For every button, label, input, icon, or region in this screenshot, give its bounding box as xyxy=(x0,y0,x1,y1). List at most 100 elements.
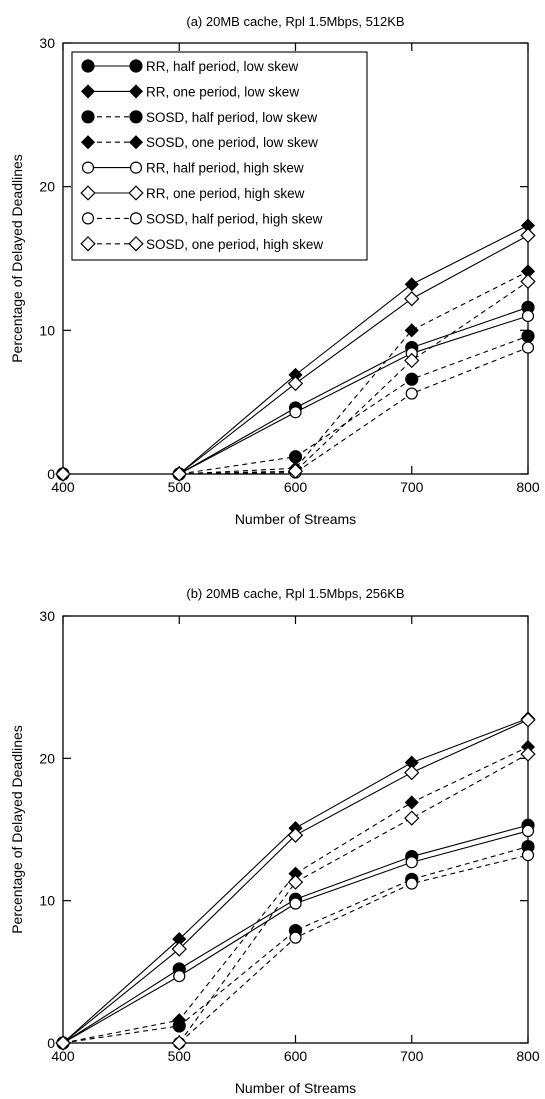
series-3 xyxy=(63,335,529,475)
data-point xyxy=(173,970,186,983)
series-line xyxy=(63,224,529,475)
legend-label: SOSD, half period, high skew xyxy=(146,211,323,226)
series-7 xyxy=(63,347,529,475)
y-tick-label: 30 xyxy=(39,35,55,51)
x-tick-label: 800 xyxy=(516,479,540,495)
legend-marker-left xyxy=(80,135,96,150)
legend: RR, half period, low skew RR, one period,… xyxy=(71,51,368,261)
legend-item: SOSD, half period, high skew xyxy=(81,211,323,226)
data-point xyxy=(287,463,304,479)
legend-marker-right xyxy=(128,185,144,201)
series-markers-8 xyxy=(55,746,536,1051)
y-tick-label: 10 xyxy=(39,322,55,338)
data-point xyxy=(171,1035,187,1051)
legend-marker-right xyxy=(128,84,144,99)
y-tick-label: 0 xyxy=(47,1035,55,1051)
data-point xyxy=(520,227,536,244)
legend-item: RR, half period, low skew xyxy=(81,59,299,74)
legend-item: SOSD, half period, low skew xyxy=(81,110,317,125)
data-point xyxy=(55,1035,71,1051)
data-point xyxy=(288,450,303,464)
y-tick-label: 10 xyxy=(39,893,55,909)
data-point xyxy=(405,387,418,400)
x-axis-label: Number of Streams xyxy=(235,511,356,527)
data-point xyxy=(405,877,418,890)
series-line xyxy=(63,347,529,475)
legend-item: RR, one period, high skew xyxy=(80,185,305,201)
series-line xyxy=(63,235,529,475)
data-point xyxy=(521,329,535,343)
legend-label: RR, half period, high skew xyxy=(146,161,304,176)
chart-title: (a) 20MB cache, Rpl 1.5Mbps, 512KB xyxy=(186,14,404,29)
legend-marker-right xyxy=(129,59,143,73)
chart-panel-b: (b) 20MB cache, Rpl 1.5Mbps, 256KB 400 500… xyxy=(9,586,540,1096)
chart-title: (b) 20MB cache, Rpl 1.5Mbps, 256KB xyxy=(186,586,404,601)
legend-marker-right xyxy=(128,135,144,150)
data-point xyxy=(287,827,304,843)
x-tick-label: 700 xyxy=(400,479,424,495)
legend-label: SOSD, one period, high skew xyxy=(146,237,323,252)
legend-label: RR, one period, high skew xyxy=(146,186,305,201)
series-3 xyxy=(62,846,529,1044)
data-point xyxy=(521,849,535,862)
y-axis-label: Percentage of Delayed Deadlines xyxy=(9,154,25,363)
data-point xyxy=(520,712,536,728)
y-tick-label: 30 xyxy=(39,608,55,624)
data-point xyxy=(287,375,304,392)
data-point xyxy=(404,291,420,307)
data-point xyxy=(171,941,187,957)
data-point xyxy=(289,406,302,419)
data-point xyxy=(55,466,71,482)
x-tick-label: 600 xyxy=(284,1048,308,1064)
legend-marker-right xyxy=(128,236,144,252)
y-tick-label: 0 xyxy=(47,466,55,482)
legend-label: SOSD, one period, low skew xyxy=(146,135,318,150)
x-tick-label: 400 xyxy=(51,1048,75,1064)
x-tick-label: 600 xyxy=(284,479,308,495)
series-line xyxy=(63,335,529,475)
legend-item: RR, half period, high skew xyxy=(81,161,304,176)
x-tick-label: 700 xyxy=(400,1048,424,1064)
data-point xyxy=(404,323,419,338)
chart-panel-a: (a) 20MB cache, Rpl 1.5Mbps, 512KB 400 500… xyxy=(9,14,540,527)
data-point xyxy=(404,764,420,781)
legend-marker-left xyxy=(80,84,96,99)
y-tick-label: 20 xyxy=(39,750,55,766)
data-point xyxy=(521,824,535,838)
x-tick-label: 800 xyxy=(516,1048,540,1064)
series-markers-6 xyxy=(55,227,536,482)
data-point xyxy=(289,897,302,910)
legend-marker-left xyxy=(81,161,95,174)
data-point xyxy=(404,352,420,369)
legend-label: RR, one period, low skew xyxy=(146,84,299,99)
data-point xyxy=(521,309,535,323)
series-line xyxy=(62,846,529,1044)
data-point xyxy=(172,1013,187,1028)
x-tick-label: 500 xyxy=(168,1048,192,1064)
legend-marker-right xyxy=(129,110,143,124)
data-point xyxy=(405,856,418,869)
y-tick-label: 20 xyxy=(39,179,55,195)
legend-marker-left xyxy=(81,59,95,73)
legend-marker-left xyxy=(80,185,96,201)
x-tick-label: 500 xyxy=(168,479,192,495)
data-point xyxy=(287,874,304,890)
data-point xyxy=(171,466,187,482)
data-point xyxy=(521,341,535,354)
legend-label: SOSD, half period, low skew xyxy=(146,110,317,125)
legend-marker-right xyxy=(129,161,143,174)
series-markers-8 xyxy=(55,273,536,482)
legend-box xyxy=(71,51,368,261)
data-point xyxy=(520,746,536,762)
data-point xyxy=(404,277,419,292)
x-tick-label: 400 xyxy=(51,479,75,495)
legend-item: RR, one period, low skew xyxy=(80,84,299,99)
series-6 xyxy=(63,235,529,475)
x-axis-label: Number of Streams xyxy=(235,1080,356,1096)
legend-marker-left xyxy=(81,212,95,225)
data-point xyxy=(404,795,419,810)
data-point xyxy=(404,810,420,826)
legend-label: RR, half period, low skew xyxy=(146,59,299,74)
legend-item: SOSD, one period, low skew xyxy=(80,135,318,150)
